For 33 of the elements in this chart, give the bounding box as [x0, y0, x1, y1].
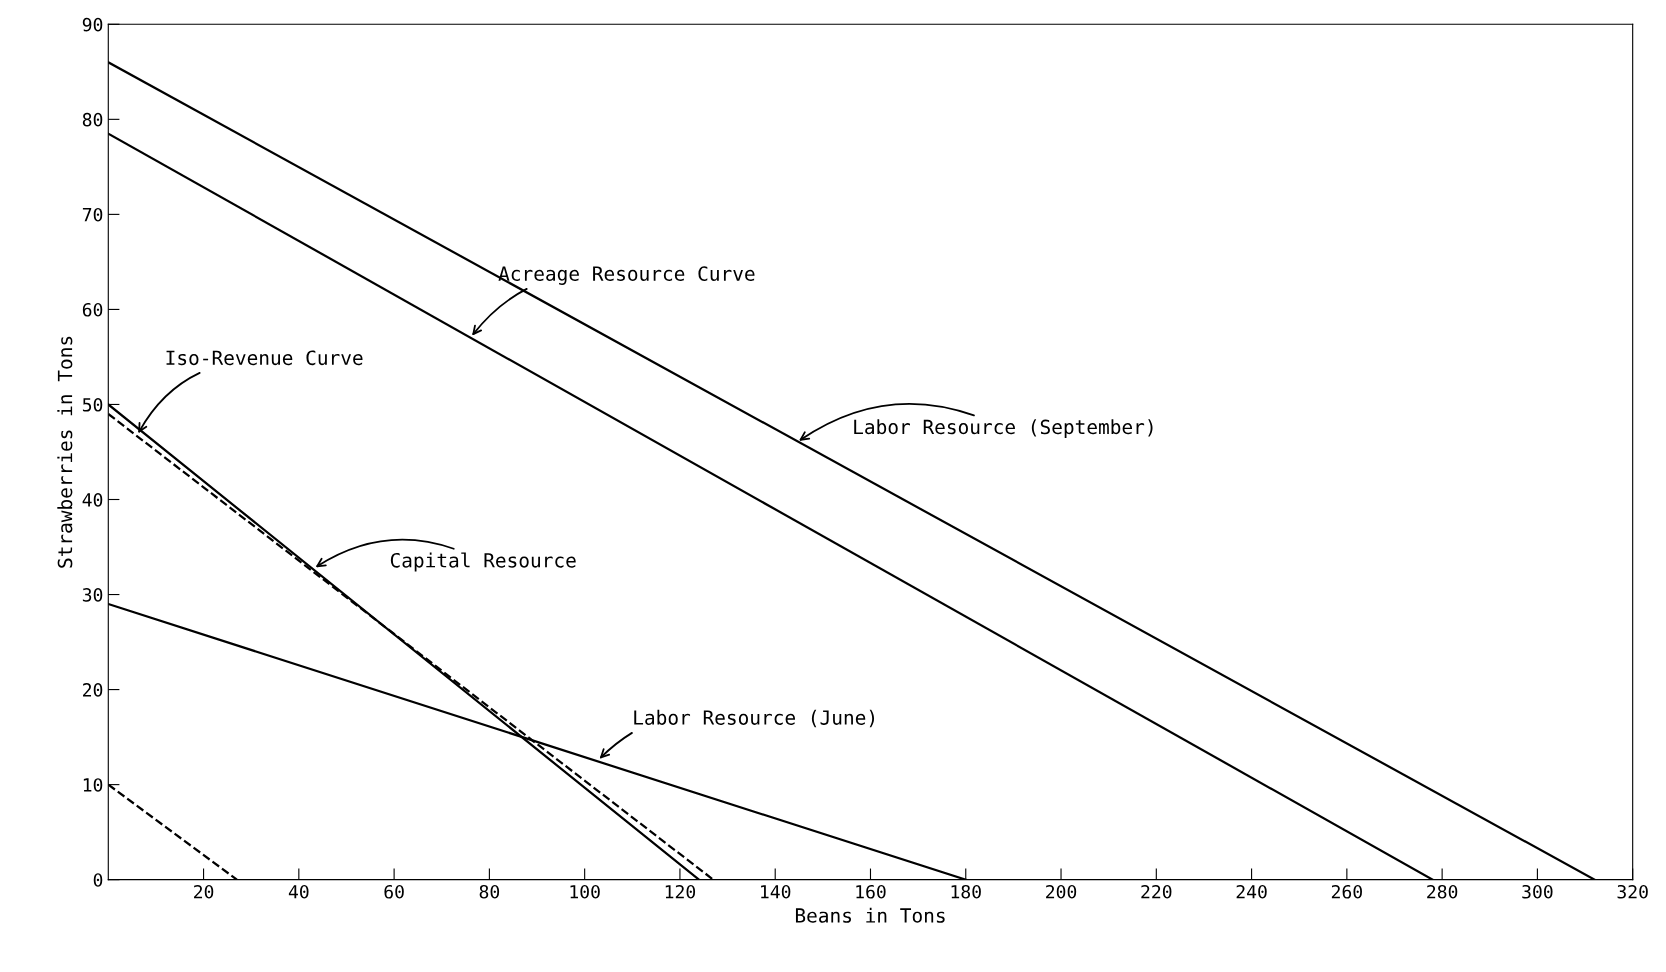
x-tick-label: 20: [194, 884, 214, 899]
x-tick-label: 180: [951, 884, 981, 899]
x-tick-label: 60: [384, 884, 404, 899]
annotation: Acreage Resource Curve: [498, 266, 755, 285]
y-tick-label: 60: [82, 302, 103, 317]
x-tick-label: 80: [479, 884, 500, 899]
y-tick-label: 90: [82, 17, 103, 32]
annotation: Capital Resource: [390, 552, 576, 572]
x-tick-label: 320: [1617, 884, 1648, 899]
x-tick-label: 280: [1427, 884, 1458, 899]
x-tick-label: 140: [761, 884, 791, 899]
y-tick-label: 30: [82, 588, 103, 602]
y-tick-label: 40: [82, 493, 103, 507]
x-tick-label: 40: [288, 884, 309, 899]
x-tick-label: 260: [1331, 884, 1362, 899]
y-tick-label: 80: [82, 112, 103, 127]
x-tick-label: 160: [856, 884, 886, 899]
y-axis-title: Strawberries in Tons: [57, 336, 73, 568]
annotation: Labor Resource (June): [634, 709, 875, 728]
annotation: Iso-Revenue Curve: [166, 350, 363, 366]
x-tick-label: 200: [1046, 884, 1077, 899]
y-tick-label: 0: [93, 873, 103, 887]
x-tick-label: 240: [1236, 884, 1267, 899]
x-tick-label: 120: [665, 884, 696, 899]
x-tick-label: 220: [1141, 884, 1172, 899]
y-tick-label: 70: [82, 207, 103, 222]
y-tick-label: 10: [83, 778, 103, 792]
y-tick-label: 20: [83, 683, 103, 697]
y-tick-label: 50: [82, 397, 103, 412]
x-axis-title: Beans in Tons: [795, 907, 945, 923]
annotation: Labor Resource (September): [854, 419, 1153, 439]
x-tick-label: 100: [570, 884, 600, 899]
x-tick-label: 300: [1522, 884, 1553, 899]
